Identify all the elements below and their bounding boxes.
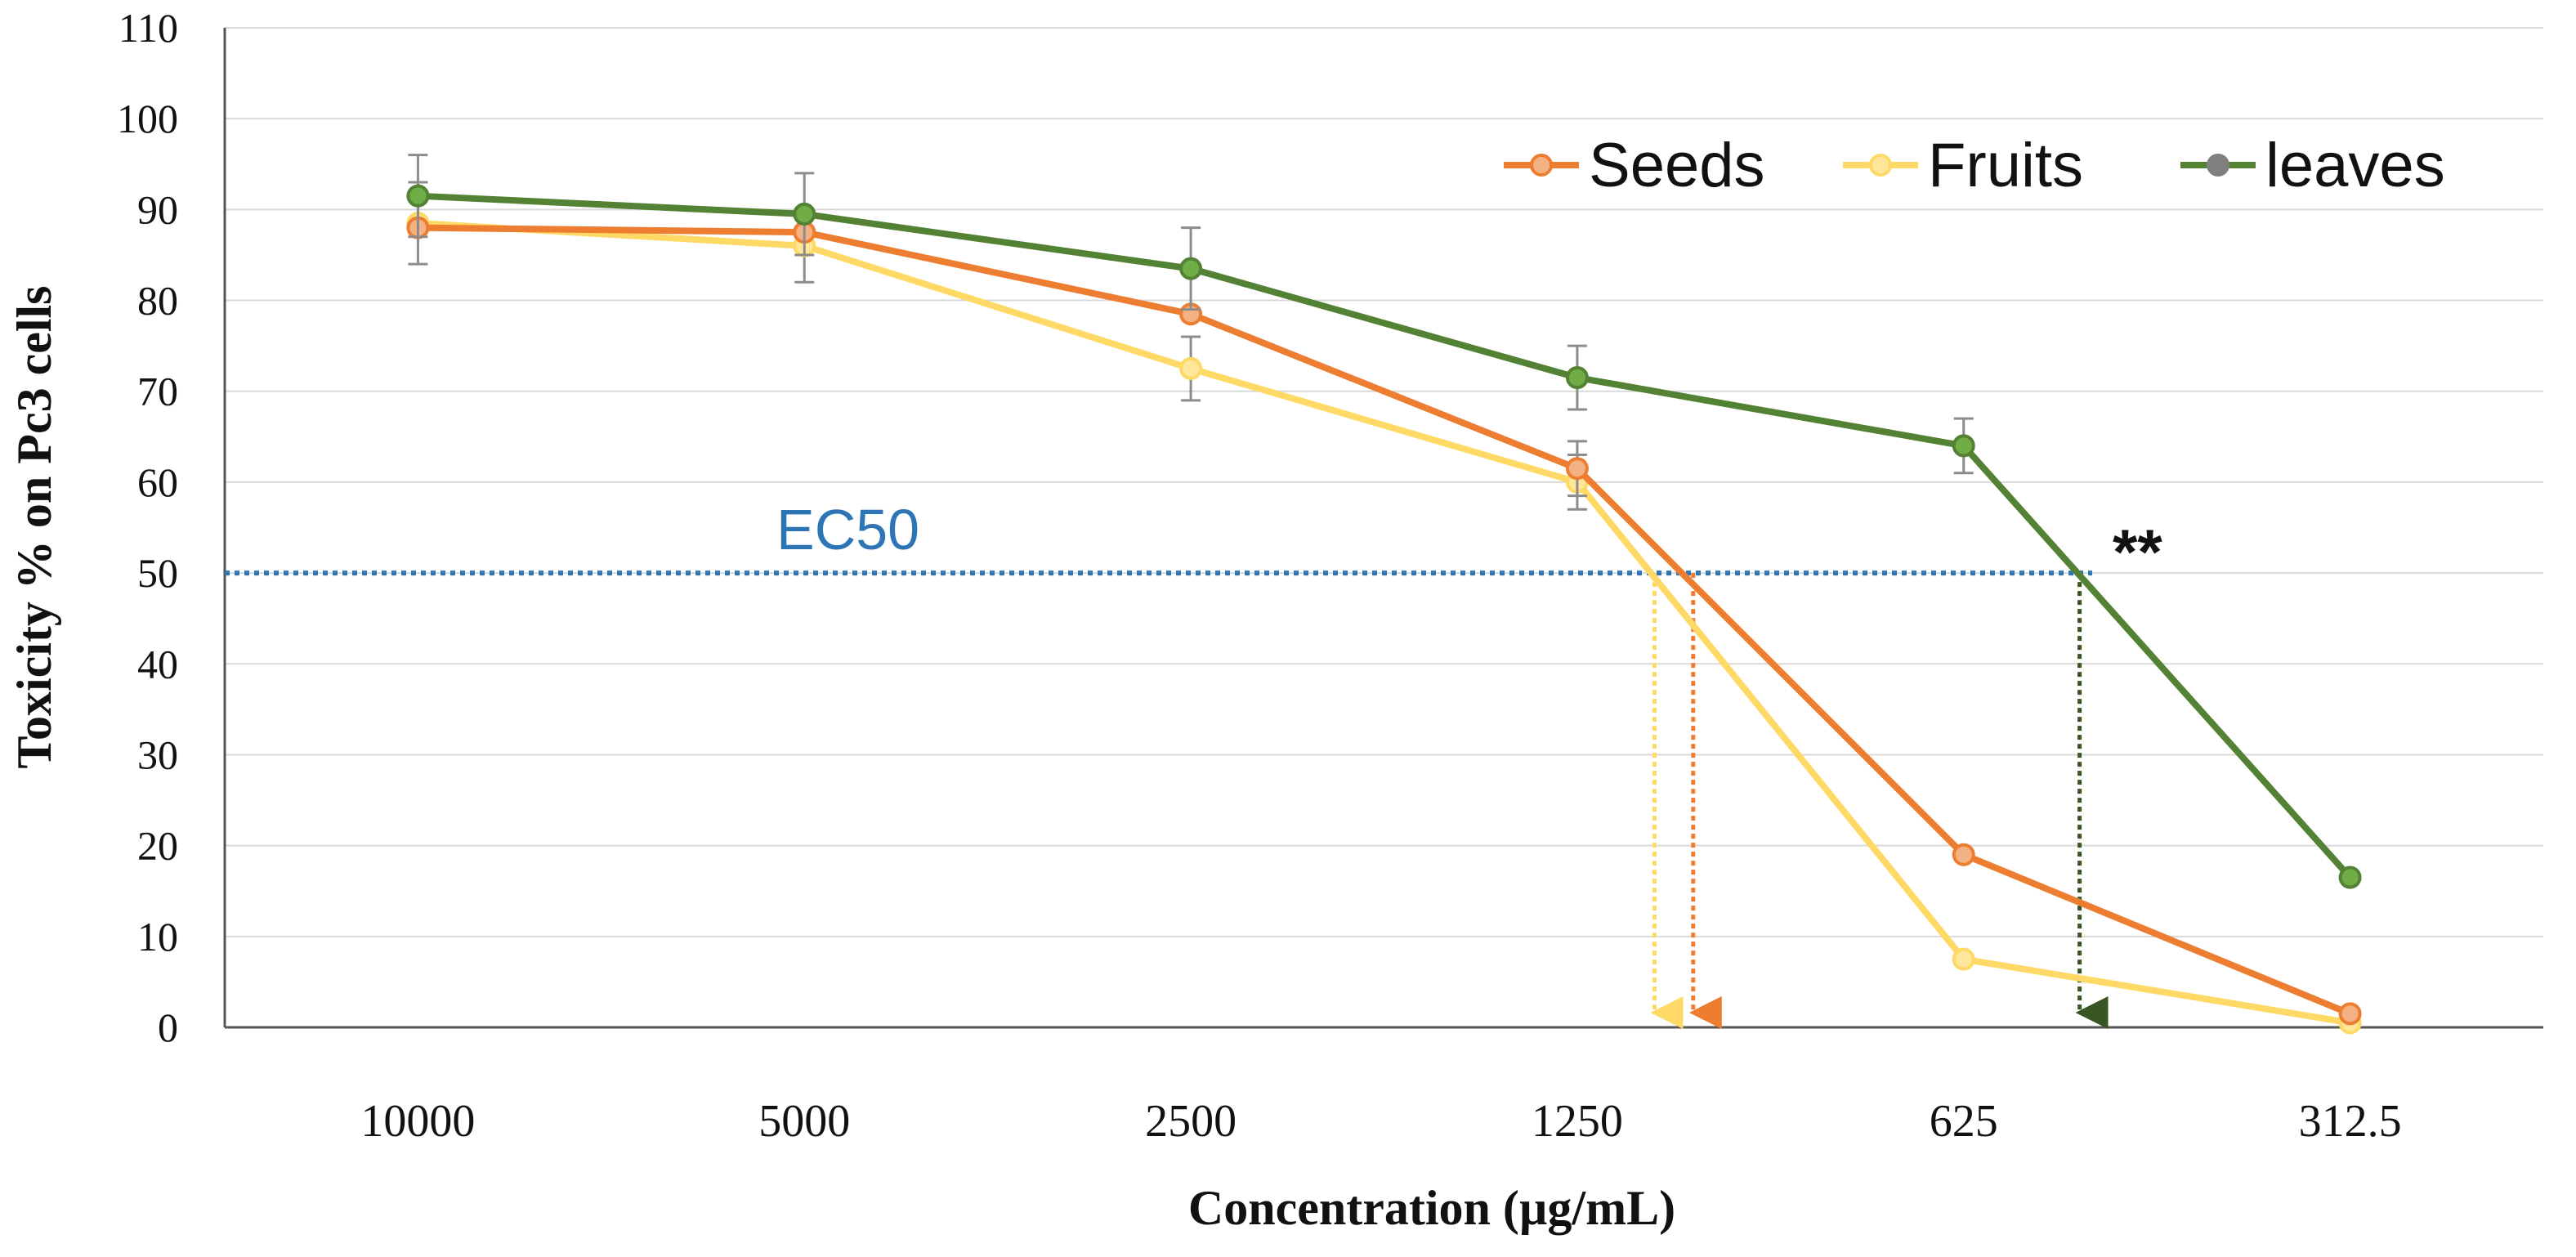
legend: Seeds Fruits leaves <box>1504 131 2445 200</box>
legend-label-seeds: Seeds <box>1589 131 1765 200</box>
x-axis-title: Concentration (µg/mL) <box>1188 1181 1675 1235</box>
data-point-leaves-0 <box>406 184 430 208</box>
y-tick-label-60: 60 <box>137 459 178 505</box>
y-tick-label-40: 40 <box>137 641 178 687</box>
series-line-seeds <box>414 224 2354 1018</box>
y-tick-labels: 0 10 20 30 40 50 60 70 80 90 100 110 <box>117 5 178 1050</box>
data-point-seeds-4 <box>1952 843 1975 866</box>
series-line-fruits <box>414 220 2354 1027</box>
data-point-leaves-2 <box>1179 257 1203 280</box>
y-tick-label-110: 110 <box>119 5 178 51</box>
data-series <box>406 154 2362 1035</box>
y-tick-label-30: 30 <box>137 731 178 777</box>
y-axis-title: Toxicity % on Pc3 cells <box>7 285 61 768</box>
x-tick-label-2: 2500 <box>1145 1096 1237 1147</box>
series-fruits <box>406 181 2362 1035</box>
legend-marker-seeds <box>1530 154 1553 177</box>
y-tick-label-90: 90 <box>137 186 178 232</box>
data-point-leaves-1 <box>793 202 816 226</box>
series-leaves <box>406 154 2362 889</box>
series-line-leaves <box>414 192 2354 881</box>
data-point-leaves-5 <box>2338 866 2362 889</box>
y-tick-label-70: 70 <box>137 369 178 414</box>
legend-marker-fruits <box>1869 154 1892 177</box>
legend-label-fruits: Fruits <box>1928 131 2083 200</box>
data-point-seeds-5 <box>2338 1002 2362 1026</box>
data-point-fruits-2 <box>1179 356 1203 380</box>
y-tick-label-50: 50 <box>137 550 178 596</box>
ec50-label: EC50 <box>776 498 919 561</box>
legend-label-leaves: leaves <box>2265 131 2445 200</box>
series-seeds <box>406 216 2362 1026</box>
significance-marker: ** <box>2113 516 2162 588</box>
x-tick-label-3: 1250 <box>1532 1096 1623 1147</box>
x-tick-label-4: 625 <box>1930 1096 1998 1147</box>
ec50-annotations <box>225 570 2109 1029</box>
y-tick-label-20: 20 <box>137 823 178 869</box>
y-tick-label-100: 100 <box>117 96 178 141</box>
x-tick-label-0: 10000 <box>360 1096 475 1147</box>
data-point-leaves-4 <box>1952 434 1975 458</box>
x-tick-label-5: 312.5 <box>2299 1096 2402 1147</box>
data-point-fruits-4 <box>1952 947 1975 971</box>
axes <box>223 28 2543 1029</box>
y-tick-label-10: 10 <box>137 914 178 960</box>
legend-marker-leaves <box>2207 154 2229 177</box>
x-tick-labels: 10000 5000 2500 1250 625 312.5 <box>360 1096 2401 1147</box>
data-point-seeds-3 <box>1565 457 1589 481</box>
y-tick-label-80: 80 <box>137 278 178 324</box>
data-point-leaves-3 <box>1565 366 1589 390</box>
x-tick-label-1: 5000 <box>758 1096 850 1147</box>
y-tick-label-0: 0 <box>158 1004 178 1050</box>
